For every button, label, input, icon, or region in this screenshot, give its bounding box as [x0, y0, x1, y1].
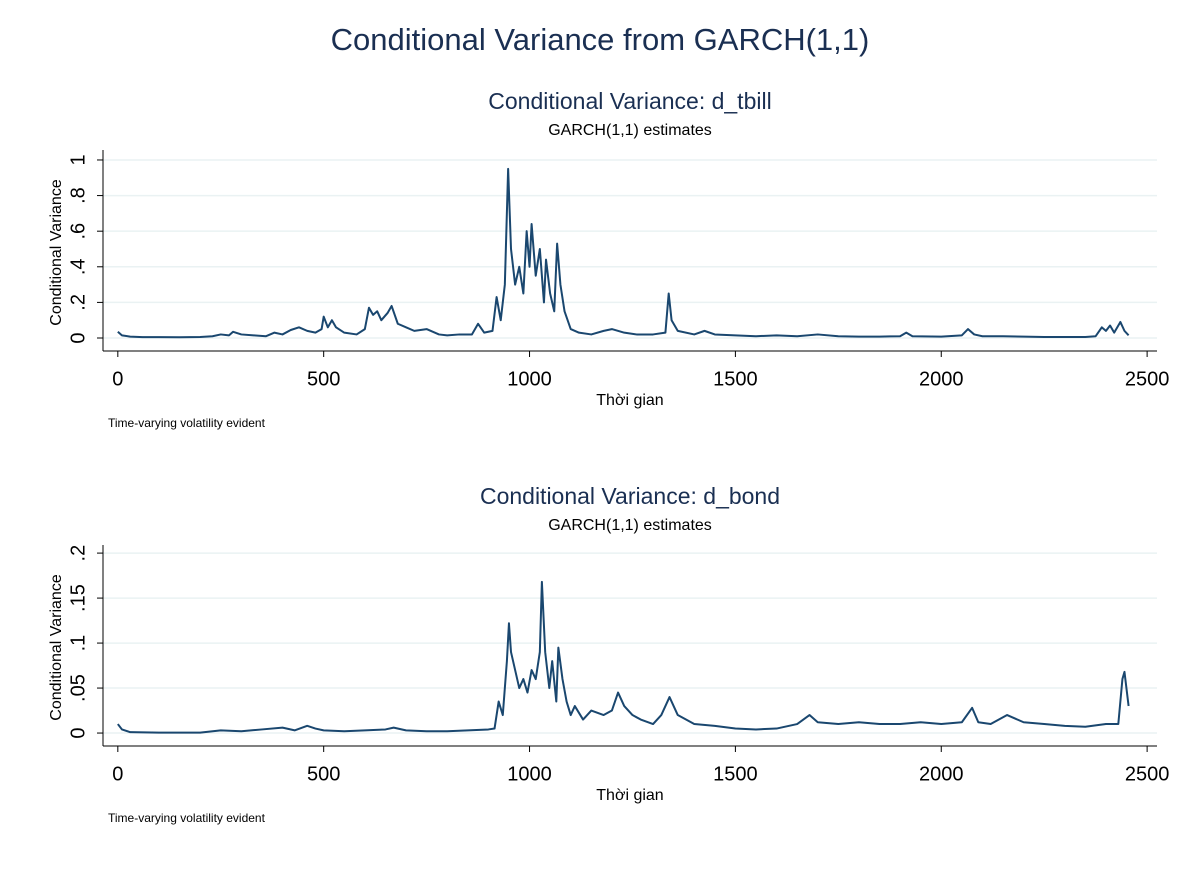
x-axis-label: Thời gian — [596, 787, 663, 804]
y-tick-label: .15 — [67, 584, 89, 612]
note: Time-varying volatility evident — [108, 811, 266, 825]
y-tick-label: 0 — [67, 332, 89, 343]
y-tick-label: 0 — [67, 727, 89, 738]
y-tick-label: 1 — [67, 154, 89, 165]
x-tick-label: 2000 — [919, 368, 964, 390]
series-line — [117, 167, 1130, 339]
y-tick-label: .05 — [67, 674, 89, 702]
y-tick-label: .2 — [67, 545, 89, 562]
y-tick-label: .6 — [67, 223, 89, 240]
y-tick-label: .4 — [67, 258, 89, 275]
panel-title: Conditional Variance: d_tbill — [488, 88, 771, 114]
x-tick-label: 500 — [307, 368, 340, 390]
x-tick-label: 2500 — [1125, 368, 1170, 390]
x-tick-label: 500 — [307, 763, 340, 785]
panel-subtitle: GARCH(1,1) estimates — [548, 122, 712, 139]
x-axis-label: Thời gian — [596, 392, 663, 409]
x-tick-label: 1500 — [713, 763, 758, 785]
y-axis-label: Conditional Variance — [48, 574, 65, 721]
x-tick-label: 0 — [112, 368, 123, 390]
y-tick-label: .1 — [67, 635, 89, 652]
x-tick-label: 1000 — [507, 763, 552, 785]
y-tick-label: .2 — [67, 294, 89, 311]
x-tick-label: 0 — [112, 763, 123, 785]
panel-subtitle: GARCH(1,1) estimates — [548, 517, 712, 534]
y-axis-label: Conditional Variance — [48, 179, 65, 326]
series-line — [117, 580, 1130, 734]
x-tick-label: 2500 — [1125, 763, 1170, 785]
main-title: Conditional Variance from GARCH(1,1) — [331, 22, 870, 57]
panel-title: Conditional Variance: d_bond — [480, 483, 780, 509]
x-tick-label: 2000 — [919, 763, 964, 785]
x-tick-label: 1000 — [507, 368, 552, 390]
y-tick-label: .8 — [67, 187, 89, 204]
note: Time-varying volatility evident — [108, 416, 266, 430]
x-tick-label: 1500 — [713, 368, 758, 390]
